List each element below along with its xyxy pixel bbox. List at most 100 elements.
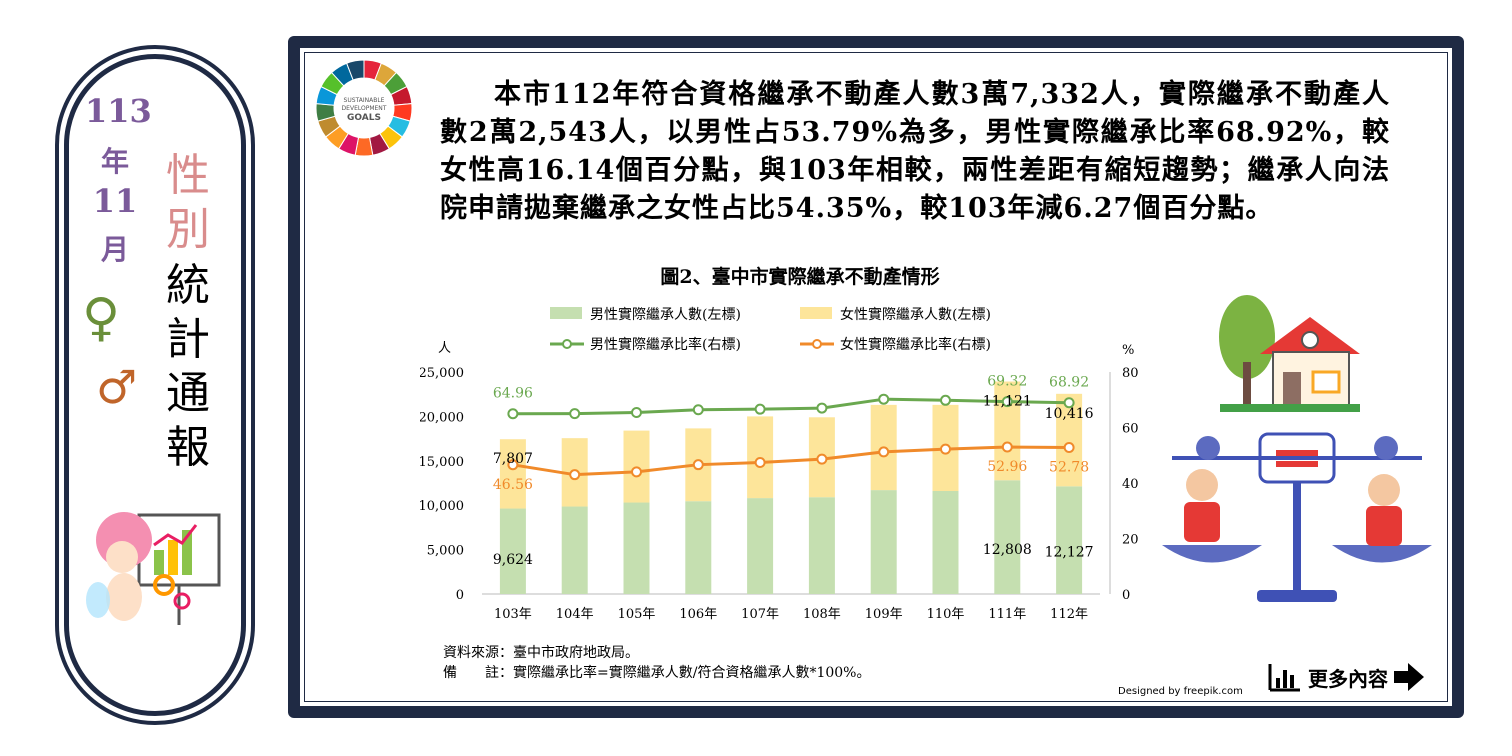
line-point <box>631 466 642 478</box>
left-tick-label: 15,000 <box>420 455 464 470</box>
right-tick-label: 0 <box>1122 588 1130 603</box>
line-female-rate <box>512 445 1070 477</box>
source-note: 資料來源：臺中市政府地政局。 <box>443 645 639 661</box>
x-tick-label: 103年 <box>494 607 532 622</box>
bar-male <box>561 506 588 594</box>
data-label: 68.92 <box>1049 375 1089 391</box>
title-char-3: 統 <box>166 260 210 311</box>
mascot-board <box>137 513 221 587</box>
mascot-illustration <box>86 512 221 625</box>
arrow-right-icon <box>1394 663 1424 691</box>
line-point <box>940 443 951 455</box>
line-point <box>816 402 828 414</box>
side-capsule-inner <box>64 54 246 716</box>
bar-male <box>747 498 774 594</box>
title-char-1: 性 <box>166 150 210 201</box>
title-char-6: 報 <box>166 422 210 473</box>
bar-male <box>994 480 1021 594</box>
chart-svg: 男性實際繼承人數(左標) 女性實際繼承人數(左標) 男性實際繼承比率(右標) 女性實際… <box>420 306 1139 622</box>
line-point <box>878 393 890 405</box>
more-content-button[interactable]: 更多內容 <box>1268 662 1424 692</box>
x-tick-label: 110年 <box>927 607 965 622</box>
line-point <box>878 446 890 458</box>
year-unit: 年 <box>100 145 129 178</box>
line-point <box>816 453 828 465</box>
line-point <box>1001 396 1013 408</box>
title-char-5: 通 <box>166 368 210 419</box>
data-label: 52.96 <box>987 459 1027 475</box>
bar-female <box>499 439 526 509</box>
line-point <box>692 404 704 416</box>
right-tick-label: 80 <box>1122 366 1139 381</box>
bar-female <box>1056 393 1083 487</box>
title-char-2: 別 <box>166 204 210 255</box>
bar-male <box>932 490 959 594</box>
summary-paragraph: 本市112年符合資格繼承不動產人數3萬7,332人，實際繼承不動產人數2萬2,5… <box>440 79 1390 224</box>
data-label: 69.32 <box>987 374 1027 390</box>
x-tick-label: 108年 <box>803 607 841 622</box>
left-tick-label: 25,000 <box>420 366 464 381</box>
line-point <box>754 456 766 468</box>
male-symbol-icon: ♂ <box>96 360 138 414</box>
month-unit: 月 <box>100 233 129 266</box>
x-tick-label: 104年 <box>556 607 594 622</box>
data-label: 10,416 <box>1045 406 1094 422</box>
right-tick-label: 60 <box>1122 422 1139 437</box>
main-panel-border <box>304 52 1448 702</box>
year-number: 113 <box>85 92 152 130</box>
side-capsule <box>55 45 255 725</box>
right-tick-label: 20 <box>1122 533 1139 548</box>
more-content-label: 更多內容 <box>1308 666 1388 691</box>
right-axis-unit: % <box>1122 343 1134 358</box>
x-tick-label: 111年 <box>988 607 1026 622</box>
bar-male <box>623 502 650 594</box>
left-tick-label: 5,000 <box>427 544 464 559</box>
line-point <box>692 459 704 471</box>
data-label: 52.78 <box>1049 460 1089 476</box>
bar-male <box>685 501 712 594</box>
svg-text:GOALS: GOALS <box>347 113 381 123</box>
data-label: 12,127 <box>1045 544 1094 560</box>
line-point <box>631 407 642 419</box>
x-tick-label: 105年 <box>618 607 656 622</box>
line-point <box>569 408 581 420</box>
bar-male <box>1056 486 1083 594</box>
line-point <box>569 469 581 481</box>
x-tick-label: 106年 <box>679 607 717 622</box>
legend-label: 男性實際繼承人數(左標) <box>590 306 741 323</box>
line-point <box>507 408 519 420</box>
house-illustration <box>1219 295 1360 412</box>
title-char-4: 計 <box>166 314 210 365</box>
female-symbol-icon: ♀ <box>82 288 121 348</box>
chart-title: 圖2、臺中市實際繼承不動產情形 <box>660 266 940 288</box>
legend-label: 女性實際繼承比率(右標) <box>840 336 991 353</box>
left-tick-label: 20,000 <box>420 410 464 425</box>
footnote: 備 註：實際繼承比率=實際繼承人數/符合資格繼承人數*100%。 <box>443 665 871 681</box>
data-label: 12,808 <box>983 542 1032 558</box>
data-label: 7,807 <box>493 451 533 467</box>
line-point <box>1001 441 1013 453</box>
x-tick-label: 107年 <box>741 607 779 622</box>
right-tick-label: 40 <box>1122 477 1139 492</box>
left-tick-label: 10,000 <box>420 499 464 514</box>
bar-male <box>870 490 897 594</box>
svg-text:SUSTAINABLE: SUSTAINABLE <box>344 97 385 104</box>
bar-chart-icon <box>1268 664 1300 692</box>
month-number: 11 <box>92 182 138 220</box>
line-point <box>507 459 519 471</box>
data-label: 46.56 <box>493 477 533 493</box>
gender-equality-scale-illustration <box>1162 432 1432 602</box>
legend-swatch <box>550 307 582 319</box>
left-tick-label: 0 <box>456 588 464 603</box>
data-label: 9,624 <box>493 552 533 568</box>
image-credit: Designed by freepik.com <box>1118 686 1243 697</box>
left-axis-unit: 人 <box>438 341 451 356</box>
data-label: 11,121 <box>983 394 1032 410</box>
data-label: 64.96 <box>493 386 533 402</box>
bar-male <box>808 497 835 594</box>
legend-swatch <box>800 307 832 319</box>
line-point <box>754 403 766 415</box>
legend-marker <box>812 339 822 349</box>
bar-male <box>499 508 526 594</box>
line-point <box>1063 397 1075 409</box>
